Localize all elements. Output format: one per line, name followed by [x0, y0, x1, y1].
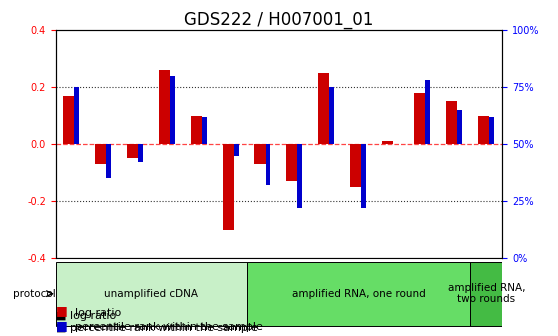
- Bar: [286, 144, 297, 181]
- Bar: [191, 116, 202, 144]
- Text: ■: ■: [56, 319, 68, 332]
- Bar: [329, 87, 334, 144]
- Text: protocol: protocol: [13, 289, 56, 299]
- FancyBboxPatch shape: [247, 262, 470, 326]
- Bar: [478, 116, 489, 144]
- Bar: [350, 144, 361, 187]
- FancyBboxPatch shape: [56, 262, 247, 326]
- Bar: [106, 144, 111, 178]
- Bar: [74, 87, 79, 144]
- Bar: [234, 144, 238, 156]
- Bar: [297, 144, 302, 208]
- Bar: [138, 144, 143, 162]
- Text: unamplified cDNA: unamplified cDNA: [104, 289, 199, 299]
- Text: ■ log ratio
■ percentile rank within the sample: ■ log ratio ■ percentile rank within the…: [56, 311, 258, 333]
- Bar: [127, 144, 138, 158]
- Text: amplified RNA, one round: amplified RNA, one round: [292, 289, 426, 299]
- Text: log ratio: log ratio: [75, 307, 122, 318]
- Bar: [414, 93, 425, 144]
- Bar: [223, 144, 234, 229]
- Bar: [425, 80, 430, 144]
- Title: GDS222 / H007001_01: GDS222 / H007001_01: [184, 11, 374, 29]
- Bar: [95, 144, 106, 164]
- Text: percentile rank within the sample: percentile rank within the sample: [75, 322, 263, 332]
- Bar: [202, 117, 206, 144]
- Bar: [446, 101, 457, 144]
- Bar: [457, 110, 461, 144]
- Bar: [318, 73, 329, 144]
- Bar: [159, 70, 170, 144]
- Bar: [361, 144, 366, 208]
- Bar: [63, 96, 74, 144]
- Text: amplified RNA,
two rounds: amplified RNA, two rounds: [448, 283, 525, 304]
- Bar: [254, 144, 266, 164]
- Bar: [170, 76, 175, 144]
- FancyBboxPatch shape: [470, 262, 502, 326]
- Bar: [382, 141, 393, 144]
- Text: ■: ■: [56, 304, 68, 318]
- Bar: [489, 117, 494, 144]
- Bar: [266, 144, 271, 185]
